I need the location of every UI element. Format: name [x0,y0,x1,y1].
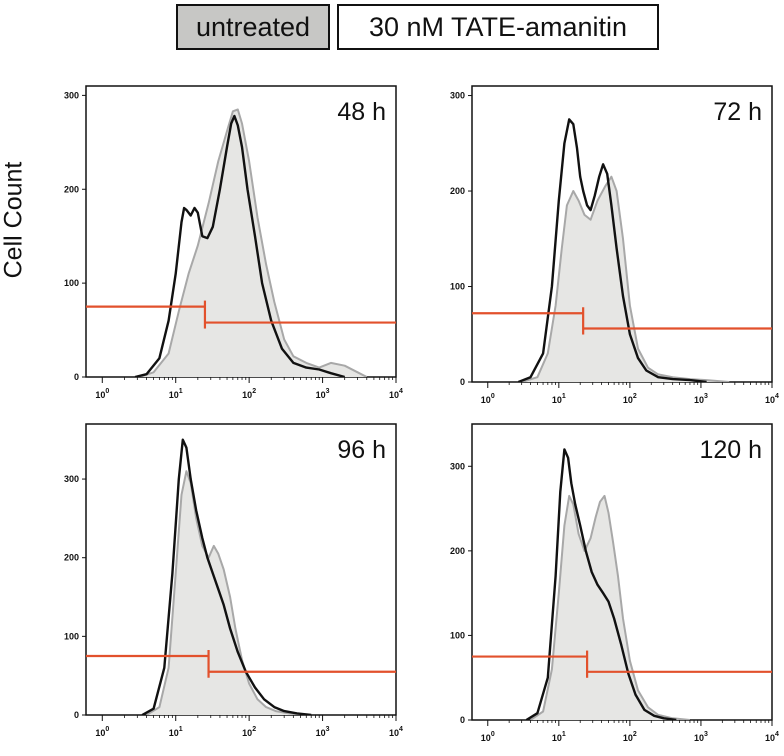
legend-untreated: untreated [176,4,330,50]
histogram-panel-3: 0 100 200 300 100 101 102 103 104 96 h [64,423,403,738]
y-tick-label: 300 [64,90,79,100]
y-tick-label: 100 [450,630,465,640]
x-tick-label: 103 [316,726,330,738]
y-tick-label: 200 [450,546,465,556]
x-tick-label: 101 [169,388,183,400]
untreated-histogram-line [521,175,730,382]
treated-histogram-line [141,438,312,715]
y-tick-label: 200 [64,184,79,194]
untreated-histogram-fill [146,471,307,715]
x-tick-label: 102 [623,393,637,405]
x-tick-label: 101 [169,726,183,738]
histogram-panel-1: 0 100 200 300 100 101 102 103 104 48 h [64,85,403,400]
x-tick-label: 104 [765,393,779,405]
untreated-histogram-fill [139,109,367,377]
y-tick-label: 100 [64,631,79,641]
y-tick-label: 0 [460,715,465,725]
untreated-histogram-fill [521,176,730,382]
y-tick-label: 0 [74,372,79,382]
histogram-panel-2: 0 100 200 300 100 101 102 103 104 72 h [450,85,779,405]
x-tick-label: 103 [694,731,708,743]
x-tick-label: 100 [481,731,495,743]
histogram-panel-4: 0 100 200 300 100 101 102 103 104 120 h [450,423,779,743]
x-tick-label: 101 [552,393,566,405]
untreated-histogram-line [139,108,368,377]
x-tick-label: 104 [389,726,403,738]
x-tick-label: 101 [552,731,566,743]
panel-title: 96 h [337,436,386,464]
y-tick-label: 0 [74,710,79,720]
untreated-histogram-line [529,494,690,720]
y-tick-label: 100 [450,282,465,292]
x-tick-label: 100 [481,393,495,405]
x-tick-label: 100 [95,726,109,738]
y-tick-label: 300 [450,91,465,101]
x-tick-label: 104 [765,731,779,743]
untreated-histogram-line [145,470,307,715]
plot-area [86,108,396,377]
x-tick-label: 103 [694,393,708,405]
y-tick-label: 100 [64,278,79,288]
y-tick-label: 200 [450,186,465,196]
treated-histogram-line [134,114,346,377]
plot-area [472,118,772,382]
y-tick-label: 200 [64,553,79,563]
treated-histogram-line [517,118,707,382]
x-tick-label: 100 [95,388,109,400]
panel-title: 72 h [713,98,762,126]
y-tick-label: 0 [460,377,465,387]
x-tick-label: 104 [389,388,403,400]
plot-area [472,448,772,720]
treated-histogram-line [525,448,677,720]
panel-title: 48 h [337,98,386,126]
legend-treated: 30 nM TATE-amanitin [337,4,659,50]
panel-title: 120 h [699,436,762,464]
x-tick-label: 102 [623,731,637,743]
plot-area [86,438,396,715]
y-tick-label: 300 [64,474,79,484]
y-tick-label: 300 [450,461,465,471]
x-tick-label: 103 [316,388,330,400]
x-tick-label: 102 [242,726,256,738]
x-tick-label: 102 [242,388,256,400]
